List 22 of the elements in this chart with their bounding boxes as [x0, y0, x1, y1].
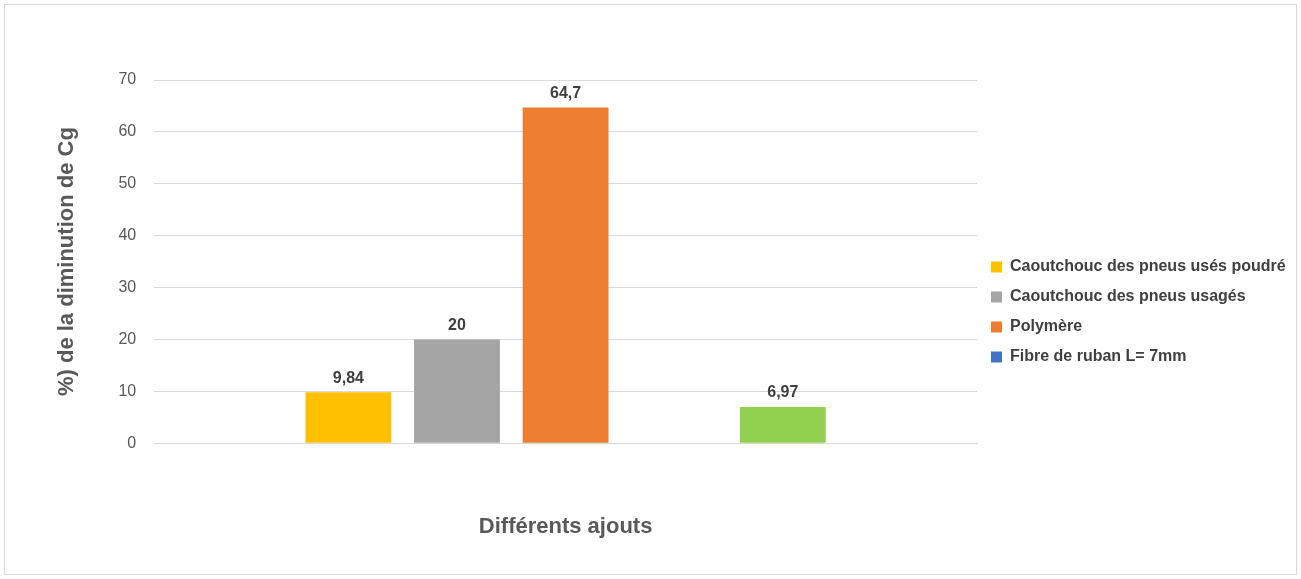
data-label: 64,7	[550, 83, 582, 101]
data-label: 9,84	[332, 368, 365, 386]
y-tick-label: 70	[118, 70, 137, 88]
legend-label: Caoutchouc des pneus usés poudré	[1010, 257, 1286, 275]
legend-label: Polymère	[1010, 317, 1083, 335]
bar	[522, 107, 609, 443]
data-label: 20	[448, 315, 466, 333]
y-tick-label: 10	[118, 381, 137, 399]
data-label: 6,97	[767, 383, 799, 401]
y-tick-label: 50	[118, 174, 137, 192]
bar	[305, 392, 392, 443]
legend-label: Caoutchouc des pneus usagés	[1010, 287, 1246, 305]
y-tick-label: 40	[118, 226, 137, 244]
y-tick-label: 30	[118, 277, 137, 295]
y-tick-label: 0	[127, 433, 137, 451]
y-axis-title: %) de la diminution de Cg	[53, 127, 79, 397]
bar	[414, 339, 500, 443]
legend-label: Fibre de ruban L= 7mm	[1010, 347, 1187, 365]
y-tick-label: 60	[118, 122, 137, 140]
y-tick-label: 20	[118, 329, 137, 347]
x-axis-title: Différents ajouts	[478, 512, 653, 538]
bar	[739, 407, 826, 443]
